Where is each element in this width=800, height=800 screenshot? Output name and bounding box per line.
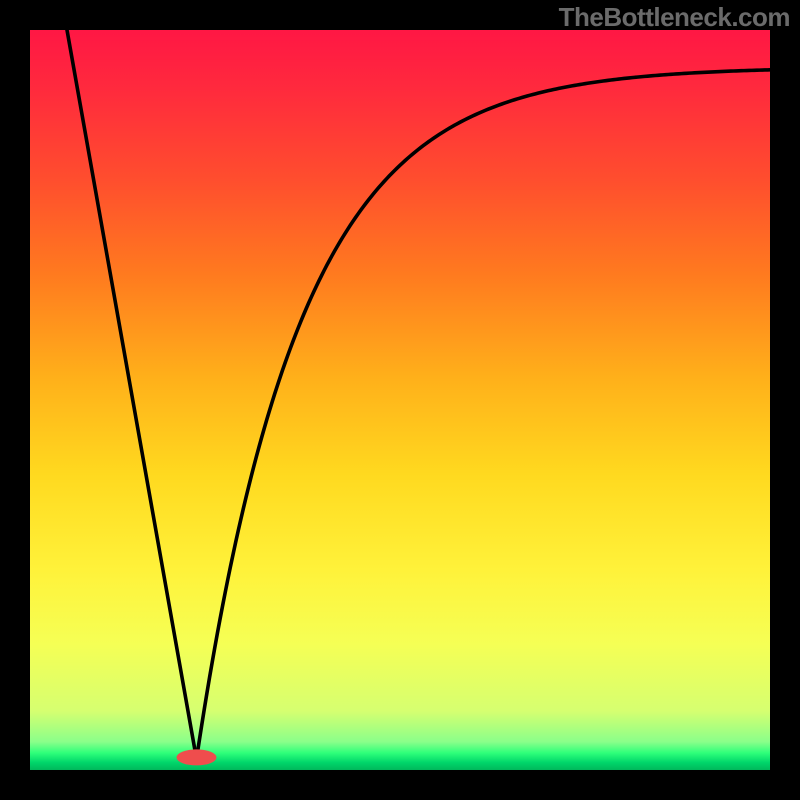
chart-frame: TheBottleneck.com <box>0 0 800 800</box>
plot-area <box>30 30 770 770</box>
plot-background <box>30 30 770 770</box>
plot-svg <box>30 30 770 770</box>
watermark-text: TheBottleneck.com <box>559 2 790 33</box>
minimum-marker <box>177 749 217 765</box>
